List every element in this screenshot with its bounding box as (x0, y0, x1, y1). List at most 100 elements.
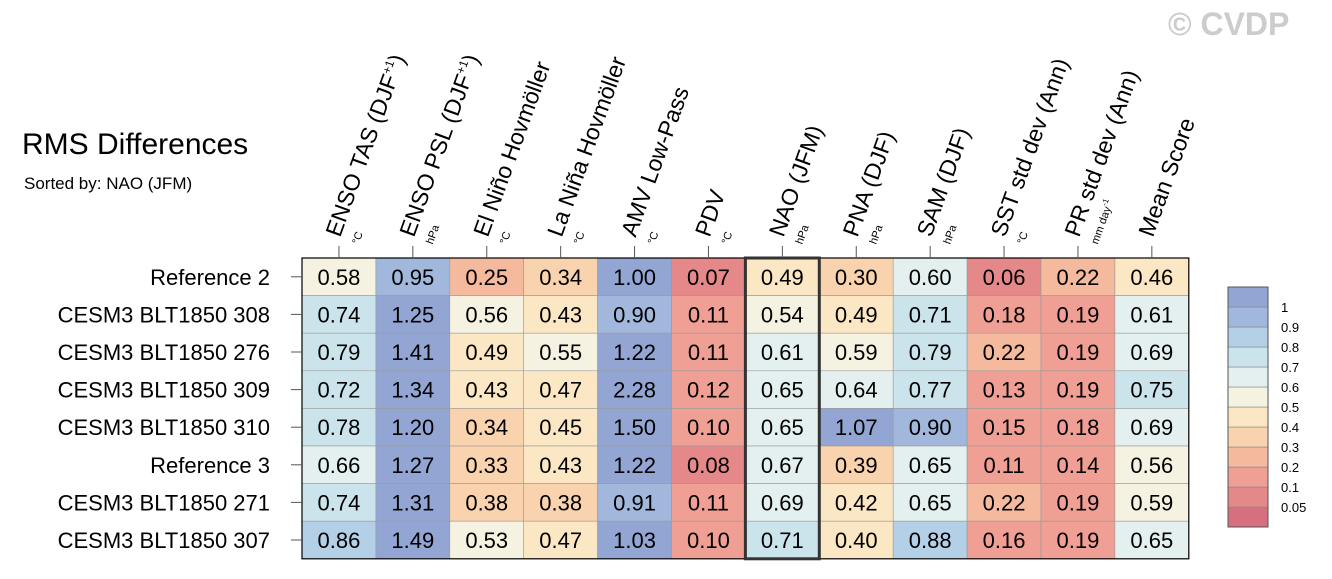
cell-value: 0.42 (835, 490, 878, 515)
heatmap-cell (523, 483, 598, 522)
row-label: CESM3 BLT1850 309 (58, 378, 270, 403)
cell-value: 0.60 (909, 265, 952, 290)
cell-value: 0.11 (688, 340, 729, 365)
cell-value: 0.14 (1057, 453, 1100, 478)
cell-value: 0.19 (1057, 302, 1100, 327)
cell-value: 0.11 (688, 302, 729, 327)
heatmap-cell (966, 332, 1042, 372)
heatmap-cell (966, 483, 1042, 522)
heatmap-cell (301, 408, 377, 447)
cell-value: 0.61 (761, 340, 804, 365)
row-label: CESM3 BLT1850 271 (58, 490, 270, 515)
column-unit: °C (498, 230, 514, 246)
colorbar-segment (1227, 386, 1269, 408)
cell-value: 0.71 (761, 528, 804, 553)
cell-value: 0.22 (1057, 265, 1100, 290)
cell-value: 0.65 (909, 490, 952, 515)
cell-value: 0.19 (1057, 378, 1100, 403)
heatmap-cell (375, 445, 451, 484)
heatmap-cell (1114, 483, 1190, 522)
cell-value: 0.46 (1130, 265, 1173, 290)
cell-value: 2.28 (613, 378, 656, 403)
cell-value: 0.74 (318, 490, 361, 515)
heatmap-cell (745, 445, 820, 484)
colorbar-segment (1227, 466, 1269, 488)
colorbar-border (1227, 286, 1269, 528)
cell-value: 0.74 (318, 302, 361, 327)
cvdp-watermark: © CVDP (1168, 6, 1290, 42)
cell-value: 1.41 (391, 340, 434, 365)
column-unit: hPa (794, 223, 812, 246)
cell-value: 0.13 (983, 378, 1026, 403)
cell-value: 0.43 (539, 453, 582, 478)
cell-value: 0.49 (835, 302, 878, 327)
cell-value: 0.78 (318, 415, 361, 440)
column-unit: hPa (868, 223, 886, 246)
cell-value: 0.56 (1130, 453, 1173, 478)
row-label: CESM3 BLT1850 276 (58, 340, 270, 365)
cell-value: 0.12 (687, 378, 730, 403)
cell-value: 0.75 (1130, 378, 1173, 403)
cell-value: 0.69 (1130, 340, 1173, 365)
heatmap-cell (597, 370, 672, 409)
row-label: Reference 2 (150, 265, 270, 290)
cell-value: 1.50 (613, 415, 656, 440)
colorbar-label: 0.3 (1281, 440, 1299, 455)
heatmap-cell (892, 520, 968, 560)
colorbar-segment (1227, 346, 1269, 368)
colorbar-label: 0.8 (1281, 340, 1299, 355)
column-label: Mean Score (1133, 114, 1200, 239)
cell-value: 1.00 (613, 265, 656, 290)
colorbar-segment (1227, 286, 1269, 308)
column-unit: °C (1015, 230, 1031, 246)
cell-value: 0.16 (983, 528, 1026, 553)
cell-value: 1.34 (391, 378, 434, 403)
row-label: CESM3 BLT1850 310 (58, 415, 270, 440)
cell-value: 0.58 (318, 265, 361, 290)
heatmap-cell (671, 408, 746, 447)
cell-value: 0.19 (1057, 528, 1100, 553)
heatmap-cell (1114, 520, 1190, 560)
heatmap-cell (523, 332, 598, 372)
heatmap-cell (597, 520, 672, 560)
cell-value: 0.49 (761, 265, 804, 290)
heatmap-cell (892, 370, 968, 409)
cell-value: 0.77 (909, 378, 952, 403)
cell-value: 0.25 (465, 265, 508, 290)
column-unit: °C (350, 230, 366, 246)
cell-value: 0.18 (1057, 415, 1100, 440)
cell-value: 0.10 (687, 528, 730, 553)
cell-value: 1.31 (391, 490, 434, 515)
heatmap-cell (301, 295, 377, 334)
colorbar-segment (1227, 366, 1269, 388)
cell-value: 0.34 (539, 265, 582, 290)
heatmap-cell (375, 370, 451, 409)
heatmap-cell (1040, 295, 1116, 334)
cell-value: 0.49 (465, 340, 508, 365)
column-label: ENSO PSL (DJF+1) (394, 51, 484, 240)
cell-value: 0.79 (318, 340, 361, 365)
column-header: Mean Score (1133, 114, 1200, 239)
cell-value: 0.11 (688, 490, 729, 515)
cell-value: 0.69 (761, 490, 804, 515)
heatmap-cell (818, 408, 894, 447)
heatmap-cell (892, 483, 968, 522)
cell-value: 0.19 (1057, 340, 1100, 365)
cell-value: 0.39 (835, 453, 878, 478)
row-label: CESM3 BLT1850 307 (58, 528, 270, 553)
cell-value: 1.22 (613, 340, 656, 365)
cell-value: 0.91 (613, 490, 656, 515)
cell-value: 1.25 (391, 302, 434, 327)
heatmap-cell (597, 295, 672, 334)
cell-value: 0.22 (983, 340, 1026, 365)
heatmap-cell (301, 370, 377, 409)
cell-value: 0.11 (983, 453, 1024, 478)
cell-value: 0.64 (835, 378, 878, 403)
column-label: El Niño Hovmöller (468, 58, 555, 240)
cell-value: 0.08 (687, 453, 730, 478)
cell-value: 0.45 (539, 415, 582, 440)
heatmap-cell (671, 520, 746, 560)
row-label: CESM3 BLT1850 308 (58, 302, 270, 327)
column-header: NAO (JFM)hPa (764, 122, 828, 246)
